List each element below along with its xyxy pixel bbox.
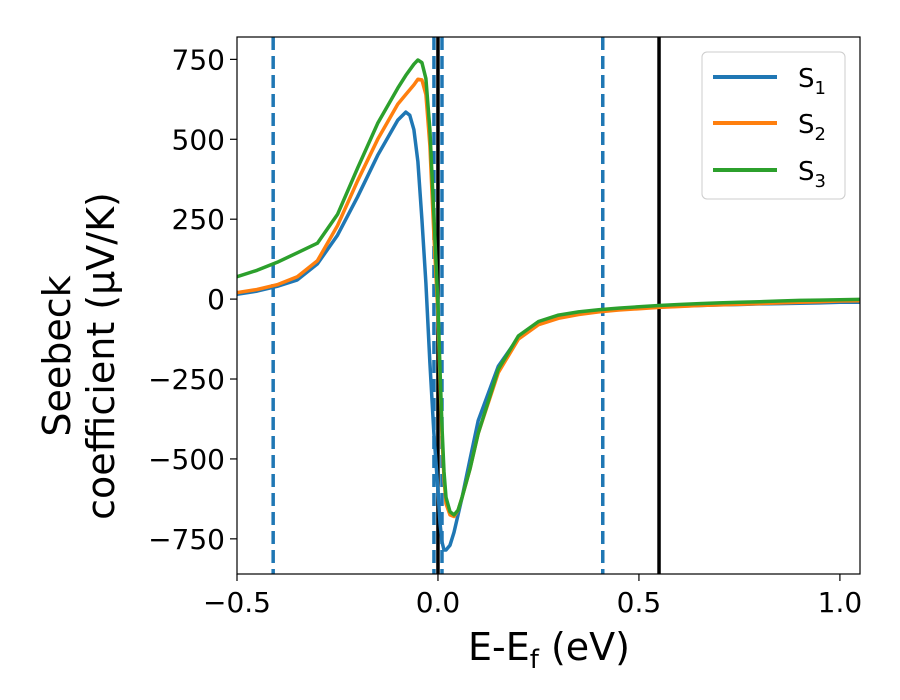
legend-label-s3: S3: [798, 157, 826, 192]
series-line-s3: [237, 58, 860, 517]
legend-label-s1: S1: [798, 64, 826, 99]
x-tick-label: −0.5: [203, 586, 271, 619]
legend: S1 S2 S3: [701, 51, 846, 200]
y-tick-label: 500: [172, 123, 225, 156]
y-tick-label: −500: [148, 443, 225, 476]
y-axis: 750 500 250 0 −250 −500 −750: [148, 43, 237, 556]
x-tick-label: 1.0: [818, 586, 863, 619]
x-tick-label: 0.5: [617, 586, 662, 619]
y-axis-label-line1: Seebeck: [35, 275, 79, 436]
x-axis: −0.5 0.0 0.5 1.0: [203, 574, 862, 619]
x-tick-label: 0.0: [416, 586, 461, 619]
y-tick-label: 750: [172, 43, 225, 76]
y-tick-label: 250: [172, 203, 225, 236]
plot-frame: [236, 36, 861, 575]
legend-box: [701, 51, 846, 200]
series-layer: [237, 58, 860, 552]
y-tick-label: 0: [207, 283, 225, 316]
y-tick-label: −250: [148, 363, 225, 396]
legend-label-s2: S2: [798, 110, 826, 145]
y-tick-label: −750: [148, 523, 225, 556]
y-axis-label-line2: coefficient (μV/K): [79, 192, 123, 520]
x-axis-label: E-Ef (eV): [468, 625, 630, 675]
